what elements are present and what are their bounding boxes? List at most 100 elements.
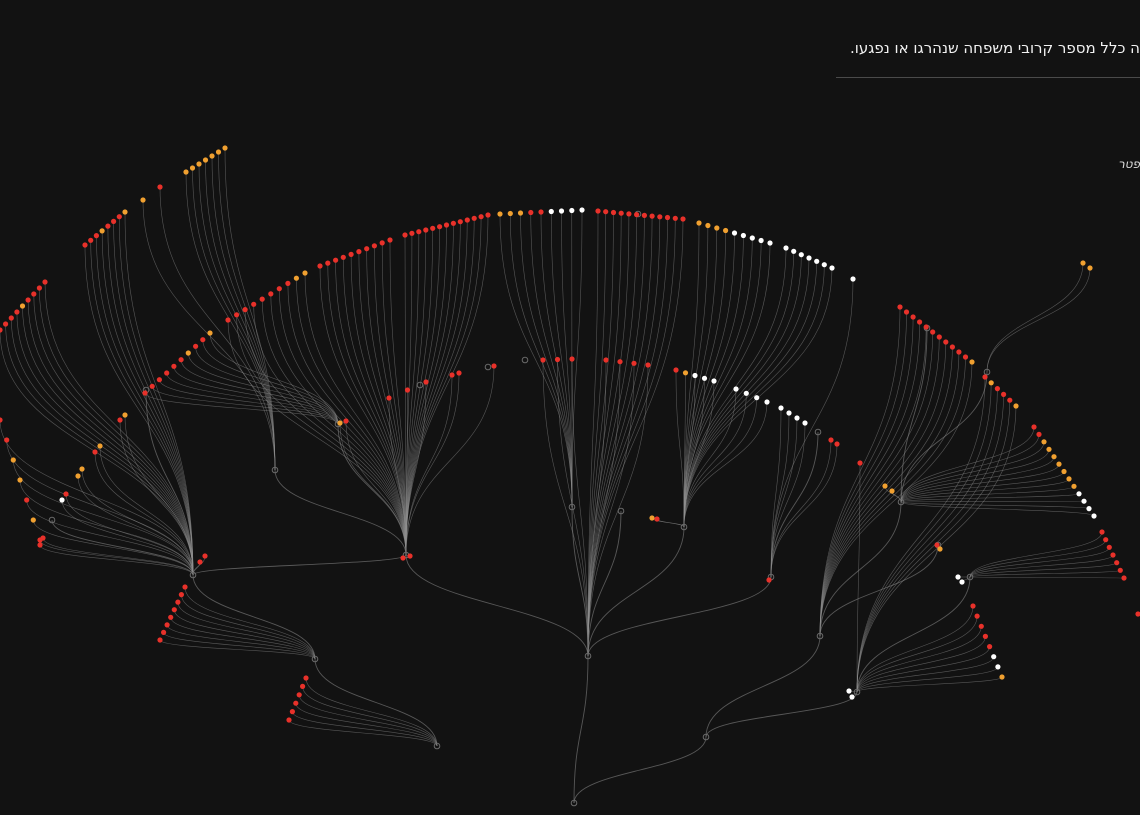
person-dot	[242, 307, 248, 313]
person-dot	[379, 240, 385, 246]
person-dot	[978, 623, 984, 629]
person-dot	[196, 161, 202, 167]
tree-link	[683, 261, 817, 528]
tree-link	[900, 493, 1080, 503]
tree-link	[587, 576, 772, 657]
person-dot	[949, 344, 956, 350]
tree-link	[969, 547, 1110, 578]
tree-hub-node	[814, 428, 822, 436]
tree-link	[819, 336, 940, 637]
person-dot	[930, 329, 936, 335]
tree-link	[683, 380, 715, 528]
tree-link	[295, 703, 438, 747]
tree-link	[118, 216, 194, 576]
person-dot	[259, 296, 265, 302]
person-dot	[743, 390, 749, 396]
tree-link	[587, 217, 668, 657]
tree-link	[819, 326, 927, 637]
tree-link	[405, 372, 460, 556]
person-dot	[0, 327, 3, 333]
tree-link	[819, 311, 907, 637]
tree-link	[159, 186, 276, 471]
tree-link	[986, 262, 1084, 373]
person-dot	[302, 270, 308, 276]
tree-link	[173, 609, 316, 660]
person-dot	[10, 457, 16, 463]
person-dot	[1031, 424, 1037, 430]
person-dot	[1086, 506, 1092, 512]
person-dot	[959, 579, 965, 585]
tree-hub-node	[853, 688, 861, 696]
tree-link	[405, 381, 427, 556]
tree-link	[13, 459, 194, 576]
tree-link	[302, 686, 438, 747]
tree-link	[405, 214, 489, 556]
person-dot	[149, 383, 155, 389]
tree-link	[188, 352, 339, 425]
tree-link	[587, 218, 676, 657]
tree-link	[587, 211, 607, 657]
person-dot	[105, 223, 111, 229]
tree-link	[683, 227, 718, 528]
tree-link	[770, 443, 838, 578]
person-dot	[917, 319, 923, 325]
person-dot	[786, 410, 792, 416]
person-dot	[749, 235, 755, 241]
tree-link	[77, 475, 194, 576]
tree-link	[39, 539, 194, 576]
tree-link	[683, 251, 794, 528]
person-dot	[882, 483, 888, 489]
person-dot	[293, 275, 299, 281]
tree-link	[405, 389, 408, 556]
person-dot	[97, 443, 103, 449]
tree-link	[683, 401, 768, 528]
tree-link	[119, 419, 194, 576]
person-dot	[936, 334, 942, 340]
tree-link	[900, 471, 1065, 503]
person-dot	[59, 497, 65, 503]
tree-link	[770, 422, 806, 578]
person-dot	[791, 248, 797, 254]
tree-link	[770, 431, 819, 578]
person-dot	[348, 251, 354, 257]
tree-link	[192, 167, 276, 471]
person-dot	[251, 301, 257, 307]
person-dot	[407, 553, 413, 559]
person-dot	[999, 674, 1005, 680]
tree-link	[81, 468, 194, 576]
person-dot	[402, 232, 408, 238]
person-dot	[828, 437, 834, 443]
tree-link	[819, 316, 914, 637]
person-dot	[1061, 468, 1067, 475]
tree-link	[587, 359, 607, 657]
tree-link	[571, 506, 589, 657]
person-dot	[1081, 498, 1087, 504]
person-dot	[554, 356, 561, 363]
tree-link	[900, 371, 988, 503]
tree-link	[683, 264, 825, 528]
person-dot	[806, 255, 812, 261]
person-dot	[200, 337, 206, 343]
tree-link	[298, 694, 438, 747]
person-dot	[387, 237, 393, 243]
tree-link	[856, 616, 978, 693]
tree-link	[6, 439, 194, 576]
tree-link	[224, 147, 276, 471]
tree-link	[683, 222, 700, 528]
person-dot	[333, 257, 339, 263]
person-dot	[991, 654, 997, 660]
tree-link	[587, 526, 685, 657]
tree-link	[530, 212, 573, 508]
person-dot	[207, 330, 213, 336]
tree-link	[381, 242, 407, 556]
person-dot	[814, 258, 820, 264]
tree-link	[856, 400, 1011, 693]
person-dot	[222, 145, 228, 151]
tree-link	[819, 544, 939, 637]
tree-link	[405, 218, 475, 556]
tree-person-dots	[0, 145, 1140, 723]
tree-link	[587, 361, 621, 657]
person-dot	[116, 214, 122, 220]
tree-link	[683, 397, 757, 528]
person-dot	[491, 363, 497, 369]
